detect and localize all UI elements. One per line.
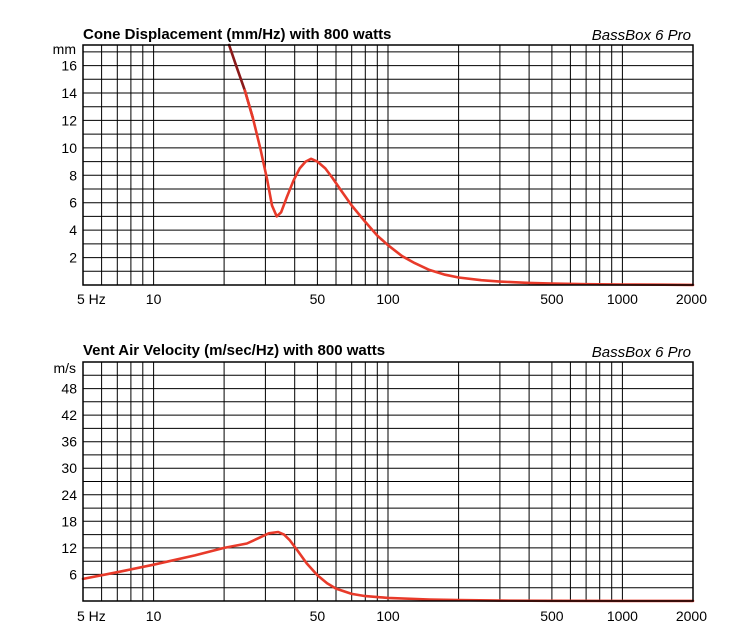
y-tick-label: 18 bbox=[61, 513, 77, 529]
y-axis-unit: m/s bbox=[53, 360, 76, 376]
y-tick-labels: 2 4 6 8 10 12 14 16 bbox=[61, 58, 77, 266]
y-tick-label: 2 bbox=[69, 250, 77, 266]
x-tick-label: 2000 bbox=[676, 608, 707, 624]
brand-label: BassBox 6 Pro bbox=[592, 344, 691, 361]
grid bbox=[83, 45, 693, 285]
x-tick-labels: 5 Hz 10 50 100 500 1000 2000 bbox=[77, 608, 707, 624]
y-tick-label: 42 bbox=[61, 407, 77, 423]
brand-label: BassBox 6 Pro bbox=[592, 27, 691, 44]
series-curve bbox=[81, 530, 695, 603]
x-tick-labels: 5 Hz 10 50 100 500 1000 2000 bbox=[77, 291, 707, 307]
x-tick-label: 1000 bbox=[607, 608, 638, 624]
x-tick-label: 50 bbox=[310, 608, 326, 624]
x-tick-label: 100 bbox=[376, 291, 400, 307]
x-tick-label: 1000 bbox=[607, 291, 638, 307]
y-tick-label: 36 bbox=[61, 434, 77, 450]
x-tick-label: 10 bbox=[146, 608, 162, 624]
y-tick-label: 4 bbox=[69, 222, 77, 238]
x-tick-label: 2000 bbox=[676, 291, 707, 307]
y-tick-label: 6 bbox=[69, 195, 77, 211]
y-tick-label: 24 bbox=[61, 487, 77, 503]
x-tick-label: 100 bbox=[376, 608, 400, 624]
series-line bbox=[243, 89, 695, 287]
x-tick-label: 500 bbox=[540, 291, 564, 307]
y-tick-label: 48 bbox=[61, 381, 77, 397]
cone-displacement-chart: Cone Displacement (mm/Hz) with 800 watts… bbox=[53, 26, 708, 307]
y-tick-label: 14 bbox=[61, 85, 77, 101]
grid bbox=[83, 362, 693, 601]
x-tick-label: 500 bbox=[540, 608, 564, 624]
y-tick-label: 16 bbox=[61, 58, 77, 74]
plot-frame bbox=[82, 44, 694, 286]
y-tick-label: 6 bbox=[69, 566, 77, 582]
chart-title: Vent Air Velocity (m/sec/Hz) with 800 wa… bbox=[83, 342, 385, 359]
y-tick-label: 12 bbox=[61, 540, 77, 556]
x-tick-label: 5 Hz bbox=[77, 291, 106, 307]
y-tick-label: 8 bbox=[69, 167, 77, 183]
y-axis-unit: mm bbox=[53, 41, 76, 57]
chart-title: Cone Displacement (mm/Hz) with 800 watts bbox=[83, 26, 391, 43]
y-tick-label: 12 bbox=[61, 112, 77, 128]
vent-velocity-chart: Vent Air Velocity (m/sec/Hz) with 800 wa… bbox=[53, 342, 707, 624]
y-tick-label: 30 bbox=[61, 460, 77, 476]
series-line bbox=[81, 530, 695, 603]
y-tick-labels: 6 12 18 24 30 36 42 48 bbox=[61, 381, 77, 583]
x-tick-label: 50 bbox=[310, 291, 326, 307]
plot-frame bbox=[82, 361, 694, 602]
x-tick-label: 10 bbox=[146, 291, 162, 307]
series-curve bbox=[227, 43, 695, 287]
y-tick-label: 10 bbox=[61, 140, 77, 156]
x-tick-label: 5 Hz bbox=[77, 608, 106, 624]
